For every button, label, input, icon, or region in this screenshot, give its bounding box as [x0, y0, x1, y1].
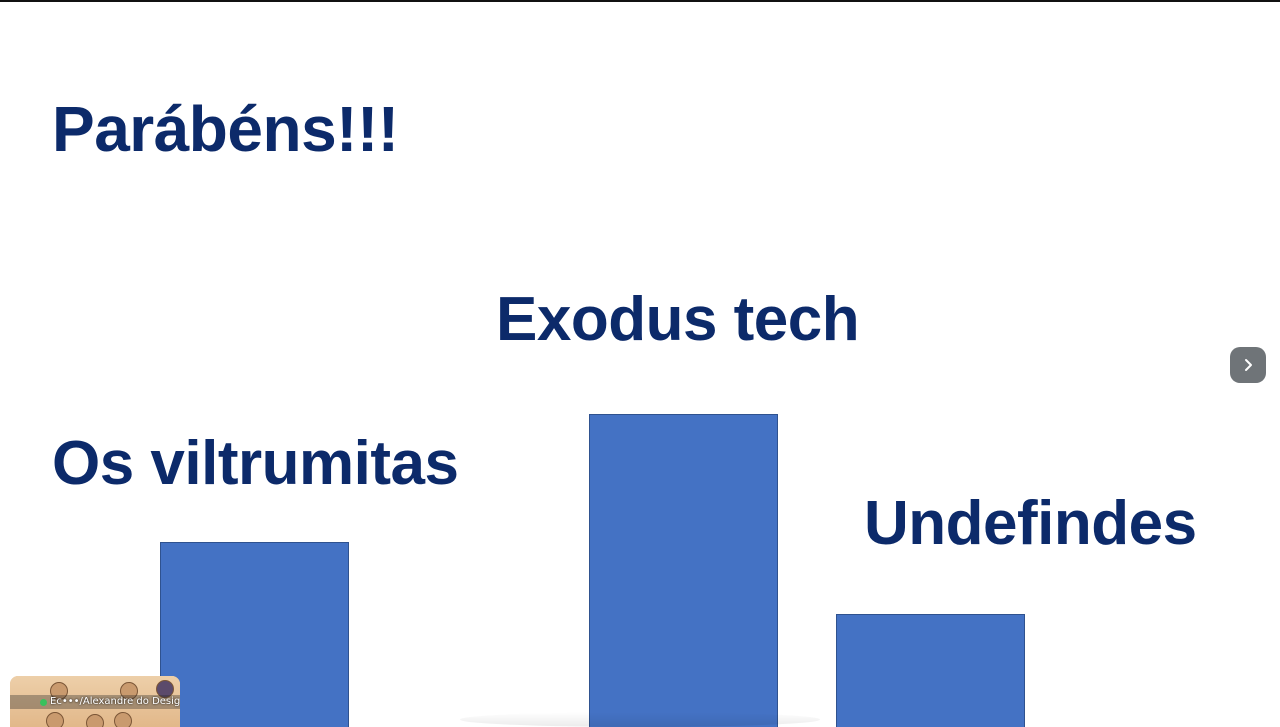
slide-title: Parábéns!!! — [52, 93, 399, 165]
participant-video-tile[interactable]: Ec•••/Alexandre do Desig — [10, 676, 180, 727]
avatar — [86, 714, 104, 727]
online-status-icon — [40, 698, 47, 706]
participant-name: Ec•••/Alexandre do Desig — [50, 696, 180, 707]
team-label-os-viltrumitas: Os viltrumitas — [52, 429, 459, 498]
participant-caption: Ec•••/Alexandre do Desig — [10, 695, 180, 709]
team-label-exodus-tech: Exodus tech — [496, 285, 860, 354]
avatar — [46, 712, 64, 727]
chevron-right-icon — [1245, 359, 1252, 371]
avatar — [156, 680, 174, 698]
bottom-toolbar-shadow — [460, 712, 820, 727]
team-label-undefindes: Undefindes — [864, 489, 1197, 558]
window-top-border — [0, 0, 1280, 2]
avatar — [114, 712, 132, 727]
podium-bar-exodus-tech — [589, 414, 778, 727]
avatar — [120, 682, 138, 700]
podium-bar-undefindes — [836, 614, 1025, 727]
avatar — [50, 682, 68, 700]
next-slide-button[interactable] — [1230, 347, 1266, 383]
podium-bar-os-viltrumitas — [160, 542, 349, 727]
